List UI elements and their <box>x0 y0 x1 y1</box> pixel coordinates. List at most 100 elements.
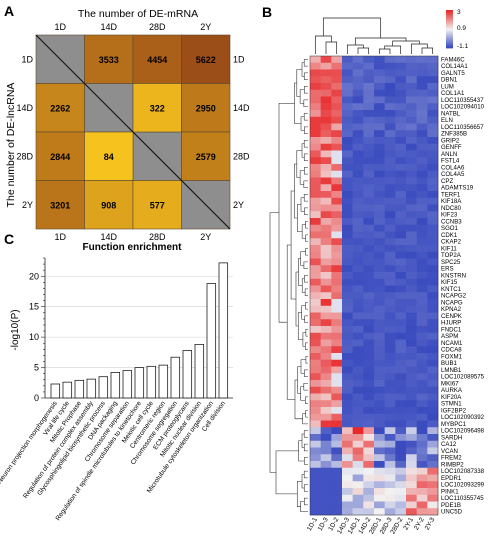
gene-label: LUM <box>441 83 454 90</box>
heatmap-cell <box>384 76 396 84</box>
heatmap-cell <box>427 197 439 205</box>
heatmap-cell <box>320 420 332 428</box>
heatmap-cell <box>416 83 428 91</box>
dendrogram-branch <box>294 163 298 219</box>
heatmap-cell <box>395 278 407 286</box>
heatmap-cell <box>406 272 417 280</box>
heatmap-cell <box>416 170 428 178</box>
heatmap-cell <box>384 231 396 239</box>
heatmap-cell <box>320 326 332 334</box>
heatmap-cell <box>416 434 428 442</box>
panel-a-title: The number of DE-mRNA <box>78 8 198 20</box>
heatmap-cell <box>320 251 332 259</box>
heatmap-cell <box>427 116 439 124</box>
dendrogram-branch <box>300 116 305 131</box>
gene-label: FSTL4 <box>441 158 460 165</box>
heatmap-cell <box>352 103 364 111</box>
heatmap-cell <box>416 116 428 124</box>
heatmap-cell <box>395 339 407 347</box>
heatmap-cell <box>320 278 332 286</box>
heatmap-cell <box>352 292 364 300</box>
heatmap-cell <box>342 238 353 246</box>
heatmap-cell <box>427 373 439 381</box>
heatmap-cell <box>395 197 407 205</box>
heatmap-cell <box>342 251 353 259</box>
heatmap-cell <box>320 305 332 313</box>
heatmap-cell <box>331 285 343 293</box>
dendrogram-branch <box>378 48 391 54</box>
heatmap-cell <box>395 224 407 232</box>
heatmap-cell <box>406 116 417 124</box>
heatmap-cell <box>427 285 439 293</box>
heatmap-cell <box>416 380 428 388</box>
heatmap-cell <box>331 130 343 138</box>
heatmap-cell <box>320 157 332 165</box>
heatmap-cell <box>395 218 407 226</box>
heatmap-cell <box>427 103 439 111</box>
heatmap-cell <box>395 420 407 428</box>
heatmap-cell <box>406 359 417 367</box>
heatmap-cell <box>352 89 364 97</box>
heatmap-cell <box>310 420 321 428</box>
heatmap-cell <box>395 130 407 138</box>
heatmap-cell <box>427 312 439 320</box>
heatmap-cell <box>310 231 321 239</box>
bar <box>50 383 61 399</box>
heatmap-cell <box>363 272 375 280</box>
heatmap-cell <box>406 353 417 361</box>
heatmap-cell <box>310 366 321 374</box>
heatmap-cell <box>310 265 321 273</box>
row-label-left: 14D <box>16 103 33 113</box>
heatmap-cell <box>427 400 439 408</box>
colorbar-step <box>446 25 453 27</box>
heatmap-cell <box>427 474 439 482</box>
dendrogram-branch <box>304 369 308 377</box>
heatmap-cell <box>310 251 321 259</box>
heatmap-cell <box>331 184 343 192</box>
heatmap-cell <box>331 454 343 462</box>
heatmap-cell <box>384 508 396 516</box>
heatmap-cell <box>310 305 321 313</box>
dendrogram-branch <box>299 170 305 185</box>
heatmap-cell <box>320 332 332 340</box>
heatmap-cell <box>374 62 385 70</box>
bar <box>182 350 193 399</box>
matrix-cell-value: 577 <box>150 200 165 210</box>
heatmap-cell <box>384 197 396 205</box>
column-label-bottom: 1D <box>54 232 66 242</box>
colorbar-step <box>446 22 453 25</box>
colorbar-step <box>446 46 453 49</box>
dendrogram-branch <box>410 43 428 54</box>
heatmap-cell <box>352 454 364 462</box>
heatmap-cell <box>406 292 417 300</box>
gene-label: NATBL <box>441 110 461 117</box>
heatmap-cell <box>342 150 353 158</box>
heatmap-cell <box>406 380 417 388</box>
heatmap-cell <box>320 191 332 199</box>
heatmap-cell <box>363 353 375 361</box>
heatmap-cell <box>342 353 353 361</box>
heatmap-cell <box>363 123 375 131</box>
heatmap-cell <box>395 359 407 367</box>
heatmap-cell <box>395 447 407 455</box>
heatmap-cell <box>320 488 332 496</box>
heatmap-cell <box>331 413 343 421</box>
heatmap-cell <box>406 265 417 273</box>
panel-b-column-dendrogram <box>314 17 434 54</box>
heatmap-cell <box>320 366 332 374</box>
heatmap-cell <box>416 359 428 367</box>
heatmap-cell <box>310 447 321 455</box>
dendrogram-branch <box>302 332 306 347</box>
heatmap-cell <box>342 130 353 138</box>
heatmap-cell <box>342 184 353 192</box>
heatmap-cell <box>406 326 417 334</box>
heatmap-cell <box>395 400 407 408</box>
panel-b-heatmap <box>309 55 439 516</box>
heatmap-cell <box>416 69 428 77</box>
heatmap-cell <box>374 177 385 185</box>
heatmap-cell <box>363 305 375 313</box>
heatmap-cell <box>352 157 364 165</box>
bar <box>86 378 97 399</box>
heatmap-cell <box>395 332 407 340</box>
heatmap-cell <box>310 427 321 435</box>
